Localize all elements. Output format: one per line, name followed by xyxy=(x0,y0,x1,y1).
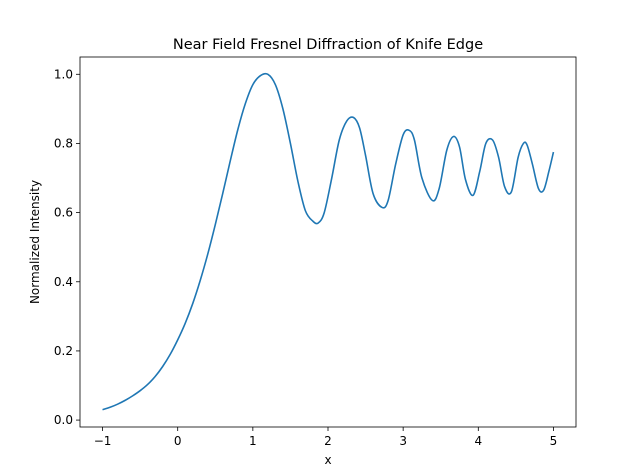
y-tick-label: 1.0 xyxy=(54,67,73,81)
x-axis-title: x xyxy=(324,453,331,467)
y-tick-label: 0.8 xyxy=(54,136,73,150)
x-tick-label: 1 xyxy=(249,434,257,448)
y-tick-label: 0.2 xyxy=(54,344,73,358)
x-tick-label: 5 xyxy=(550,434,558,448)
x-tick-label: −1 xyxy=(94,434,112,448)
intensity-series-line xyxy=(102,72,555,411)
y-tick-label: 0.4 xyxy=(54,275,73,289)
x-tick-label: 3 xyxy=(399,434,407,448)
y-axis-ticks: 0.0 0.2 0.4 0.6 0.8 1.0 xyxy=(54,67,80,427)
y-axis-title: Normalized Intensity xyxy=(28,180,42,304)
plot-frame xyxy=(79,56,577,428)
series-layer xyxy=(102,72,555,411)
x-tick-label: 4 xyxy=(474,434,482,448)
x-tick-label: 0 xyxy=(174,434,182,448)
y-tick-label: 0.6 xyxy=(54,206,73,220)
x-axis-ticks: −1 0 1 2 3 4 5 xyxy=(94,427,558,448)
y-tick-label: 0.0 xyxy=(54,413,73,427)
chart-title: Near Field Fresnel Diffraction of Knife … xyxy=(173,37,483,53)
x-tick-label: 2 xyxy=(324,434,332,448)
